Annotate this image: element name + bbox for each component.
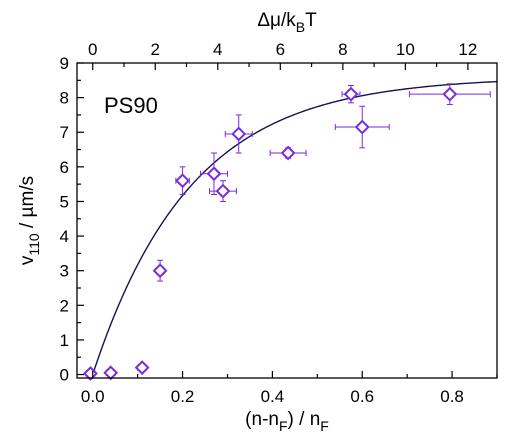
data-point [224,114,253,154]
panel-label: PS90 [104,93,158,118]
ticks-layer [77,62,498,378]
x-axis-label-sub1: F [279,418,288,434]
y-tick-label: 1 [60,331,69,350]
fit-curve-layer [92,80,498,375]
diamond-marker [442,86,458,102]
y-tick-label: 4 [60,227,69,246]
y-tick-label: 3 [60,262,69,281]
y-axis-label: v110 / µm/s [17,176,42,265]
data-point [83,366,98,381]
x-axis-label-mid: ) / n [288,409,321,430]
y-tick-label: 8 [60,89,69,108]
x-tick-label: 0.0 [81,387,105,406]
top-axis-label-sub: B [296,19,305,35]
data-point [200,152,228,196]
x-axis-label-main: (n-n [245,409,279,430]
top-axis-label-rest: T [305,10,317,31]
x-axis-label: (n-nF) / nF [245,409,329,434]
top-axis-label-main: Δμ/k [257,10,296,31]
top-tick-label: 2 [151,40,160,59]
diamond-marker [134,360,150,376]
x-tick-label: 0.4 [261,387,285,406]
data-point [152,259,168,282]
diamond-marker [83,366,98,381]
top-axis-label: Δμ/kBT [257,10,317,35]
y-axis-label-sub: 110 [26,233,42,256]
diamond-marker [354,119,370,135]
x-axis-label-sub2: F [320,418,329,434]
x-tick-label: 0.8 [440,387,464,406]
data-point [134,360,150,376]
diamond-marker [343,86,359,102]
data-point [334,105,390,149]
plot-frame [76,62,498,379]
x-tick-label: 0.2 [171,387,195,406]
diamond-marker [175,173,190,189]
y-tick-label: 0 [60,366,69,385]
data-point [209,180,237,202]
x-tick-label: 0.6 [350,387,374,406]
top-tick-label: 4 [213,40,222,59]
top-tick-label: 10 [396,40,415,59]
y-axis-label-main: v [17,255,38,265]
data-point [341,85,361,104]
diamond-marker [103,365,119,381]
data-point [175,166,190,196]
top-tick-label: 8 [338,40,347,59]
y-tick-label: 5 [60,192,69,211]
top-tick-label: 12 [458,40,477,59]
top-tick-label: 6 [276,40,285,59]
y-tick-label: 7 [60,123,69,142]
y-tick-label: 6 [60,158,69,177]
diamond-marker [206,166,222,182]
fit-curve [92,80,498,375]
diamond-marker [231,126,247,142]
y-tick-label: 9 [60,54,69,73]
diamond-marker [215,183,231,199]
data-point [103,365,119,381]
diamond-marker [152,263,168,279]
top-tick-label: 0 [88,40,97,59]
data-point [269,145,307,161]
data-point [408,83,491,106]
diamond-marker [280,145,296,161]
y-axis-label-rest: / µm/s [17,176,38,233]
data-points-layer [83,83,491,381]
y-tick-label: 2 [60,296,69,315]
